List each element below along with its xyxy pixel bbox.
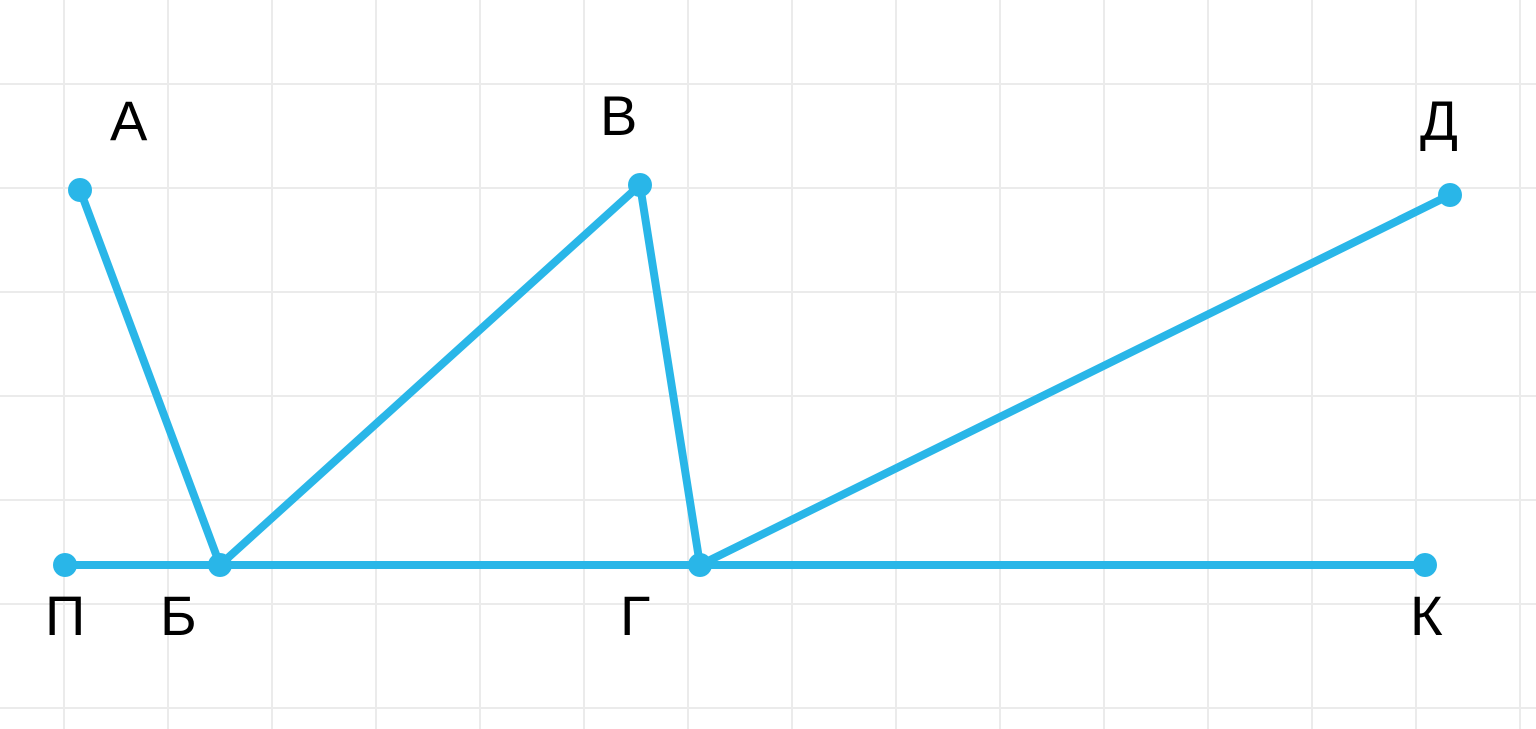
geometry-diagram: П А Б В Г Д К [0,0,1536,729]
point-K [1413,553,1437,577]
point-B_ [208,553,232,577]
label-K: К [1410,584,1443,647]
point-V [628,173,652,197]
label-D: Д [1420,89,1458,152]
point-A [68,178,92,202]
label-V: В [600,84,637,147]
label-A: А [110,89,148,152]
label-B_: Б [160,584,197,647]
label-G: Г [620,584,650,647]
point-G [688,553,712,577]
background [0,0,1536,729]
point-P [53,553,77,577]
label-P: П [45,584,85,647]
point-D [1438,183,1462,207]
